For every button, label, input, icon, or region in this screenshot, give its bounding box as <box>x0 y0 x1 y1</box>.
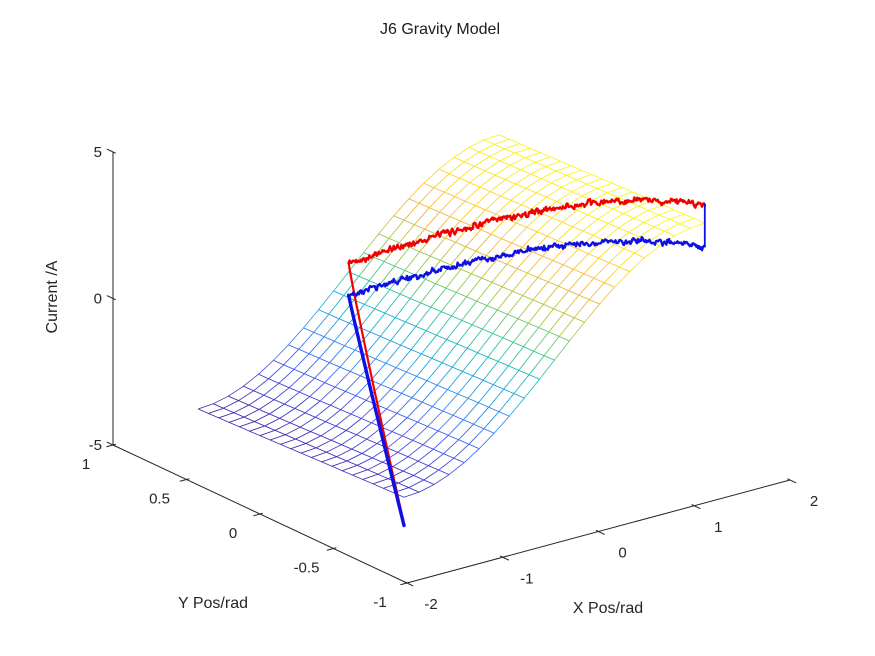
surface-mesh <box>197 134 706 498</box>
y-axis-tick <box>253 512 263 517</box>
y-axis-tick <box>106 443 116 448</box>
z-axis-tick-label: 5 <box>94 144 102 161</box>
x-axis-tick-label: -1 <box>520 570 533 587</box>
y-axis-tick-label: -0.5 <box>294 560 320 577</box>
x-axis-tick-label: 0 <box>618 545 626 562</box>
tick-labels: -2 -1 0 1 2 1 0.5 0 -0.5 -1 5 0 -5 <box>82 144 818 613</box>
x-axis-tick <box>595 529 605 535</box>
x-axis-tick <box>691 504 701 510</box>
axes <box>106 148 797 587</box>
x-axis-tick-label: 1 <box>714 519 722 536</box>
chart-title: J6 Gravity Model <box>380 21 500 38</box>
z-axis-tick <box>106 148 116 154</box>
x-axis-tick <box>404 581 414 587</box>
y-axis-tick-label: 0.5 <box>149 491 170 508</box>
start-transient-blue <box>346 293 406 528</box>
x-axis-tick-label: -2 <box>424 596 437 613</box>
z-axis-tick-label: -5 <box>89 437 102 454</box>
z-axis-tick <box>106 441 116 447</box>
y-axis-tick-label: -1 <box>373 594 386 611</box>
y-axis-tick-label: 0 <box>229 525 237 542</box>
x-axis-tick-label: 2 <box>810 493 818 510</box>
y-axis-tick-label: 1 <box>82 456 90 473</box>
x-axis-tick <box>499 555 510 561</box>
measured-forward-sweep <box>347 196 706 265</box>
y-axis-label: Y Pos/rad <box>178 595 248 612</box>
x-axis-tick <box>787 478 797 484</box>
y-axis-tick <box>179 478 190 482</box>
z-axis-tick-label: 0 <box>94 291 102 308</box>
y-axis-tick <box>326 547 337 551</box>
y-axis-tick <box>400 581 410 586</box>
x-axis-label: X Pos/rad <box>573 600 643 617</box>
measured-return-sweep <box>347 235 706 299</box>
trajectory-traces <box>346 196 706 528</box>
z-axis-label: Current /A <box>44 260 61 333</box>
z-axis-tick <box>106 295 116 301</box>
